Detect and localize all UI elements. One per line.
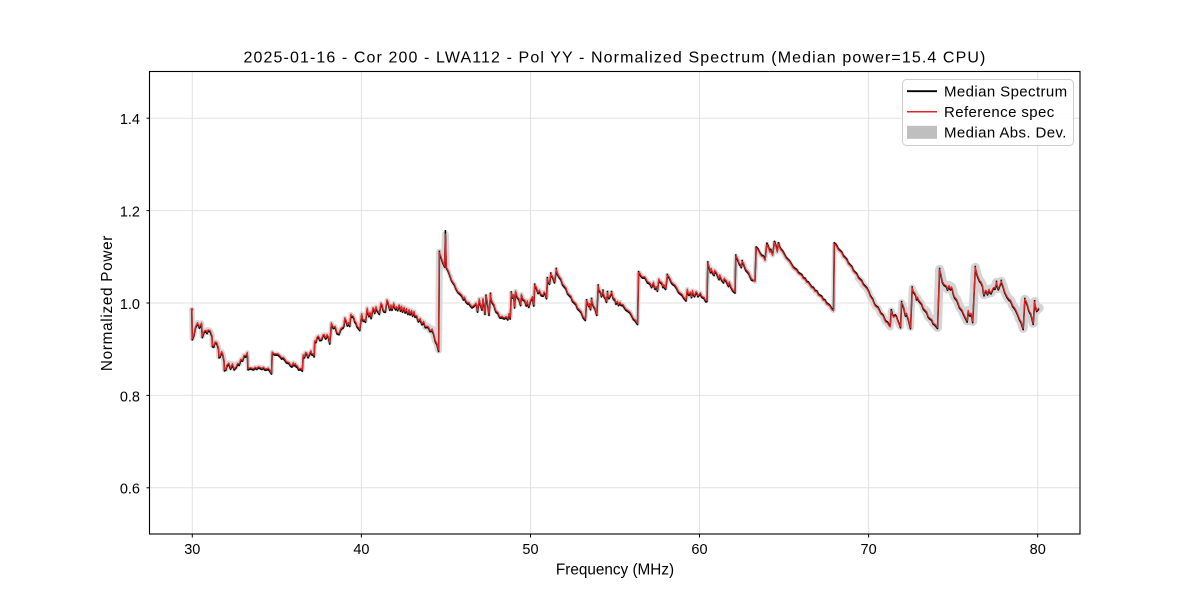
svg-text:70: 70 xyxy=(861,542,877,558)
svg-text:1.0: 1.0 xyxy=(120,297,140,313)
svg-text:50: 50 xyxy=(522,542,538,558)
svg-text:80: 80 xyxy=(1030,542,1046,558)
svg-text:1.2: 1.2 xyxy=(120,205,140,221)
svg-text:0.6: 0.6 xyxy=(120,482,140,498)
svg-text:40: 40 xyxy=(353,542,369,558)
svg-text:0.8: 0.8 xyxy=(120,389,140,405)
svg-text:2025-01-16 - Cor 200 - LWA112: 2025-01-16 - Cor 200 - LWA112 - Pol YY -… xyxy=(244,50,987,67)
svg-text:Normalized Power: Normalized Power xyxy=(99,235,116,371)
svg-text:30: 30 xyxy=(184,542,200,558)
svg-text:1.4: 1.4 xyxy=(120,112,140,128)
svg-text:Frequency (MHz): Frequency (MHz) xyxy=(556,562,674,579)
svg-text:60: 60 xyxy=(691,542,707,558)
svg-text:Median Spectrum: Median Spectrum xyxy=(944,83,1068,100)
svg-text:Median Abs. Dev.: Median Abs. Dev. xyxy=(944,124,1067,141)
svg-text:Reference spec: Reference spec xyxy=(944,104,1055,121)
